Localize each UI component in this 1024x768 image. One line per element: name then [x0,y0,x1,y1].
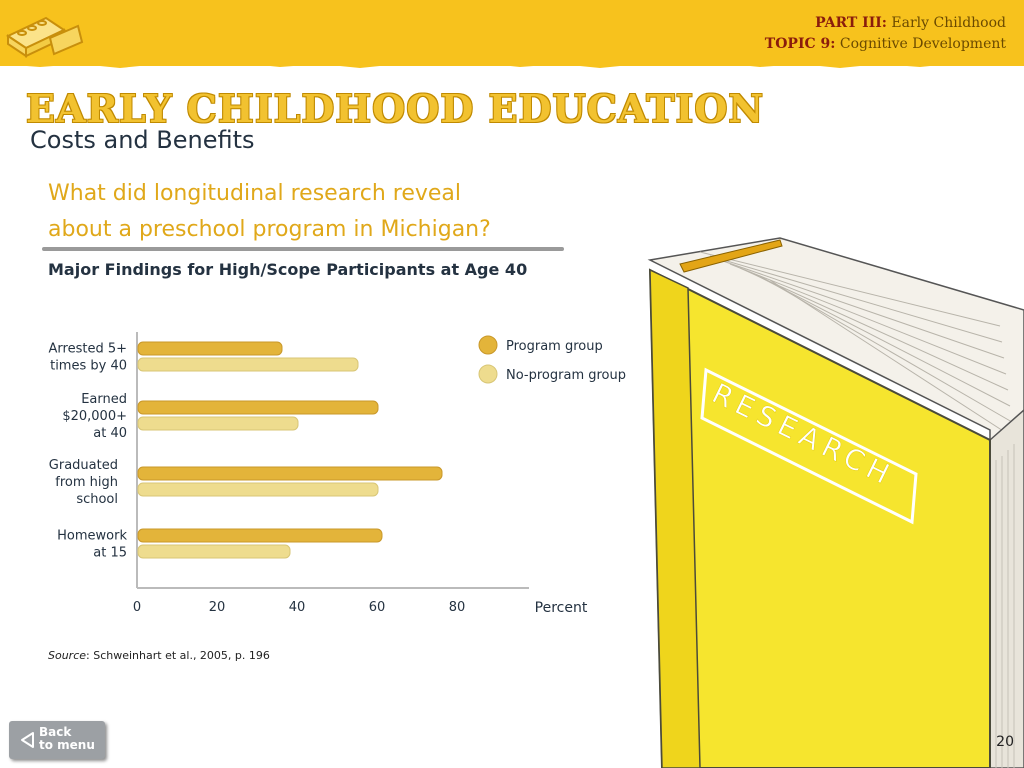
banner-torn-edge [0,58,1024,68]
x-tick-0: 0 [133,600,141,615]
question-line-2: about a preschool program in Michigan? [48,217,491,242]
research-question: What did longitudinal research reveal ab… [48,176,568,248]
research-book-illustration: RESEARCH [647,237,1024,768]
back-arrow-icon [21,732,34,748]
legend-label-0: Program group [506,339,603,354]
category-label-1-0: Earned [81,392,127,407]
back-button-label: Back to menu [39,725,95,752]
header-banner [0,0,1024,66]
chart-title: Major Findings for High/Scope Participan… [48,260,528,279]
bar-no-program-3 [137,544,291,559]
category-label-1-2: at 40 [93,426,127,441]
category-label-3-0: Homework [57,529,127,544]
bar-program-1 [137,400,379,415]
back-to-menu-button[interactable]: Back to menu [9,721,105,759]
category-label-0-1: times by 40 [50,359,127,374]
legend-swatch-0 [478,335,498,355]
page-subtitle: Costs and Benefits [30,126,255,154]
bar-program-3 [137,528,383,543]
divider-rule [42,247,564,251]
bar-program-0 [137,341,283,356]
category-label-2-1: from high [55,475,118,490]
bar-no-program-0 [137,357,359,372]
x-tick-80: 80 [449,600,466,615]
page-number: 20 [996,734,1014,750]
source-citation: Source: Schweinhart et al., 2005, p. 196 [48,649,270,662]
topic-heading: TOPIC 9: Cognitive Development [764,36,1006,52]
legend-label-1: No-program group [506,368,626,383]
x-tick-20: 20 [209,600,226,615]
x-axis-label: Percent [535,600,588,616]
legend-swatch-1 [478,364,498,384]
category-label-1-1: $20,000+ [62,409,127,424]
category-label-3-1: at 15 [93,546,127,561]
bar-no-program-1 [137,416,299,431]
bar-no-program-2 [137,482,379,497]
category-label-2-2: school [76,492,118,507]
page-title: EARLY CHILDHOOD EDUCATION [26,86,765,131]
x-tick-40: 40 [289,600,306,615]
x-tick-60: 60 [369,600,386,615]
bar-program-2 [137,466,443,481]
category-label-0-0: Arrested 5+ [49,342,127,357]
question-line-1: What did longitudinal research reveal [48,181,462,206]
part-heading: PART III: Early Childhood [815,15,1006,31]
building-blocks-logo [5,16,84,58]
bar-chart: Arrested 5+ times by 40 Earned $20,000+ at 4… [49,332,626,616]
category-label-2-0: Graduated [49,458,118,473]
